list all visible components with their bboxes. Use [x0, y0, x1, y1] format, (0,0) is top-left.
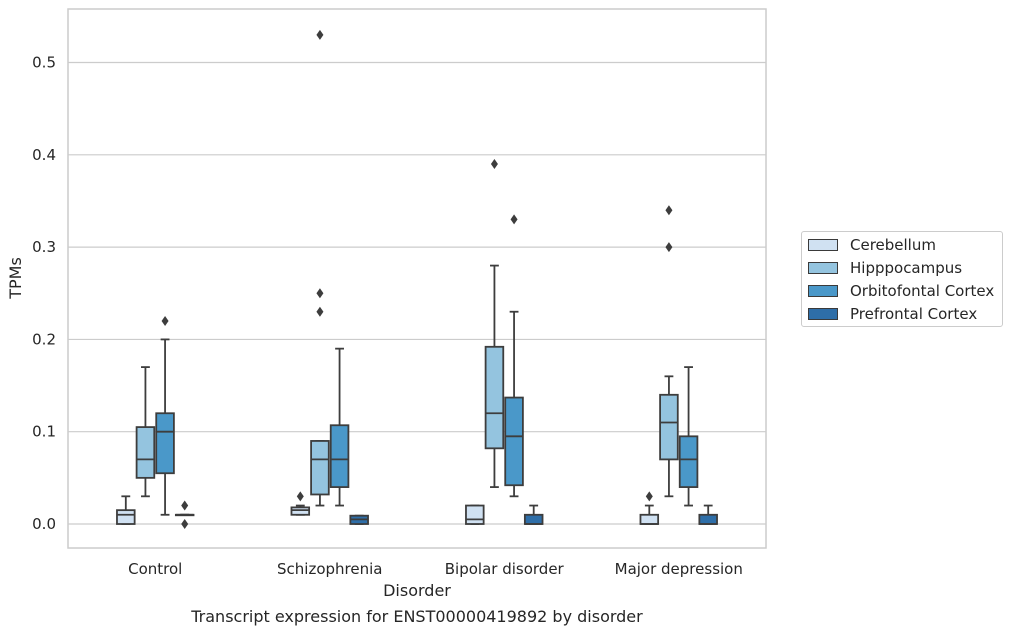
box-hipppocampus: [659, 205, 679, 498]
outlier-point: [490, 159, 498, 170]
box-iqr: [484, 345, 505, 450]
box-prefrontal-cortex: [698, 504, 718, 525]
box-cerebellum: [639, 491, 660, 525]
chart-title: Transcript expression for ENST0000041989…: [190, 607, 643, 626]
box-prefrontal-cortex: [523, 504, 544, 525]
outlier-point: [665, 242, 673, 253]
legend-item-prefrontal-cortex: Prefrontal Cortex: [808, 303, 977, 325]
y-tick-label: 0.2: [32, 330, 56, 348]
y-tick-label: 0.3: [32, 238, 56, 256]
legend-swatch: [808, 308, 838, 320]
outlier-point: [316, 306, 324, 317]
y-axis-label: TPMs: [6, 257, 25, 300]
outlier-point: [645, 491, 653, 502]
y-tick-label: 0.1: [32, 423, 56, 441]
box-cerebellum: [290, 491, 311, 516]
box-iqr: [659, 393, 679, 461]
x-tick-label: Bipolar disorder: [445, 560, 565, 578]
box-iqr: [290, 506, 311, 516]
outlier-point: [181, 519, 189, 530]
legend-item-hippocampus: Hipppocampus: [808, 257, 962, 279]
box-hipppocampus: [484, 159, 505, 488]
box-prefrontal-cortex: [349, 514, 369, 525]
box-iqr: [698, 513, 718, 525]
outlier-point: [510, 214, 518, 225]
legend-swatch: [808, 262, 838, 274]
box-iqr: [678, 435, 699, 488]
box-iqr: [639, 513, 660, 525]
legend-item-cerebellum: Cerebellum: [808, 234, 936, 256]
box-iqr: [504, 396, 524, 487]
box-orbitofontal-cortex: [329, 347, 350, 507]
outlier-point: [181, 500, 189, 511]
y-tick-labels: 0.0 0.1 0.2 0.3 0.4 0.5: [32, 54, 56, 533]
legend-label: Hipppocampus: [850, 259, 963, 277]
outlier-point: [665, 205, 673, 216]
box-iqr: [465, 504, 485, 525]
plot-frame: [67, 8, 767, 549]
box-orbitofontal-cortex: [504, 214, 524, 498]
y-tick-label: 0.0: [32, 515, 56, 533]
outlier-point: [316, 29, 324, 40]
x-tick-label: Schizophrenia: [277, 560, 382, 578]
box-iqr: [116, 509, 136, 525]
box-iqr: [135, 426, 156, 479]
legend-swatch: [808, 285, 838, 297]
outlier-point: [316, 288, 324, 299]
x-tick-label: Control: [128, 560, 182, 578]
box-hipppocampus: [135, 366, 156, 498]
box-hipppocampus: [310, 29, 330, 507]
box-iqr: [329, 424, 350, 488]
legend-label: Orbitofontal Cortex: [850, 282, 995, 300]
y-tick-label: 0.5: [32, 54, 56, 72]
box-iqr: [155, 412, 175, 475]
x-tick-labels: Control Schizophrenia Bipolar disorder Majo…: [128, 560, 743, 578]
legend: Cerebellum Hipppocampus Orbitofontal Cor…: [801, 231, 1003, 327]
plot-area: [116, 29, 718, 530]
legend-label: Prefrontal Cortex: [850, 305, 978, 323]
x-tick-label: Major depression: [615, 560, 743, 578]
box-iqr: [310, 440, 330, 496]
legend-label: Cerebellum: [850, 236, 936, 254]
outlier-point: [161, 315, 169, 326]
box-orbitofontal-cortex: [678, 366, 699, 507]
box-cerebellum: [116, 495, 136, 525]
box-orbitofontal-cortex: [155, 315, 175, 516]
legend-item-orbitofrontal-cortex: Orbitofontal Cortex: [808, 280, 994, 302]
box-iqr: [523, 513, 544, 525]
x-axis-label: Disorder: [383, 581, 451, 600]
y-tick-label: 0.4: [32, 146, 56, 164]
box-cerebellum: [465, 504, 485, 525]
box-prefrontal-cortex: [174, 500, 195, 530]
outlier-point: [296, 491, 304, 502]
legend-swatch: [808, 239, 838, 251]
